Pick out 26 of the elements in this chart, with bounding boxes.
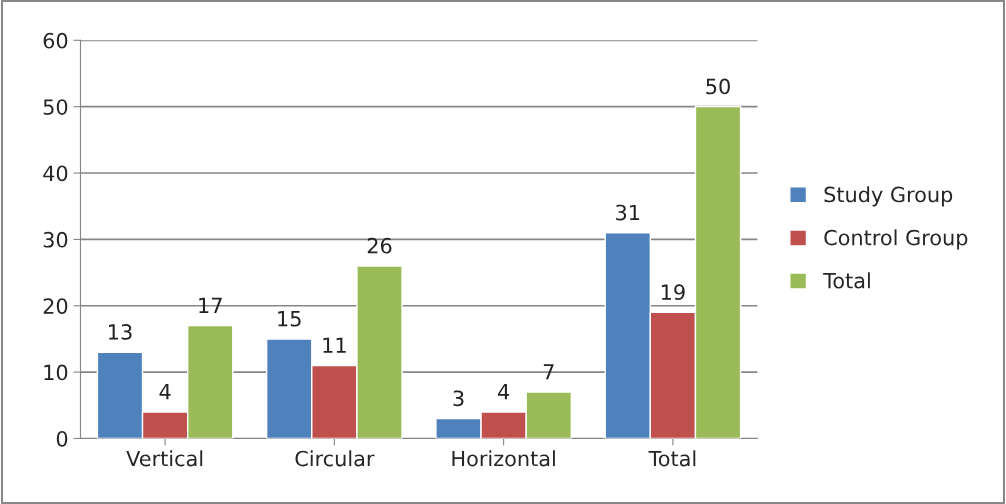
- data-label: 17: [199, 297, 222, 313]
- data-label: 7: [543, 364, 554, 380]
- y-tick-label: 60: [43, 32, 68, 49]
- x-tick-label: Circular: [295, 450, 375, 467]
- legend-label: Control Group: [824, 229, 968, 250]
- data-label: 26: [367, 237, 392, 254]
- data-label: 50: [706, 78, 730, 95]
- y-tick-label: 10: [44, 364, 68, 381]
- data-label: 11: [323, 337, 346, 353]
- y-tick-label: 50: [43, 99, 68, 115]
- data-label: 13: [109, 324, 132, 340]
- data-label: 4: [159, 384, 171, 400]
- y-tick-label: 0: [56, 430, 68, 447]
- data-label: 15: [278, 311, 301, 327]
- legend-label: Study Group: [824, 186, 953, 207]
- x-tick-label: Vertical: [126, 450, 203, 467]
- legend-label: Total: [823, 272, 870, 289]
- x-tick-label: Horizontal: [452, 450, 555, 467]
- x-tick-label: Total: [648, 450, 696, 467]
- y-tick-label: 40: [43, 165, 68, 182]
- data-label: 19: [661, 284, 685, 301]
- y-tick-label: 20: [43, 298, 68, 314]
- data-label: 4: [498, 384, 510, 400]
- y-tick-label: 30: [43, 231, 68, 248]
- data-label: 31: [616, 204, 640, 221]
- data-label: 3: [453, 390, 464, 407]
